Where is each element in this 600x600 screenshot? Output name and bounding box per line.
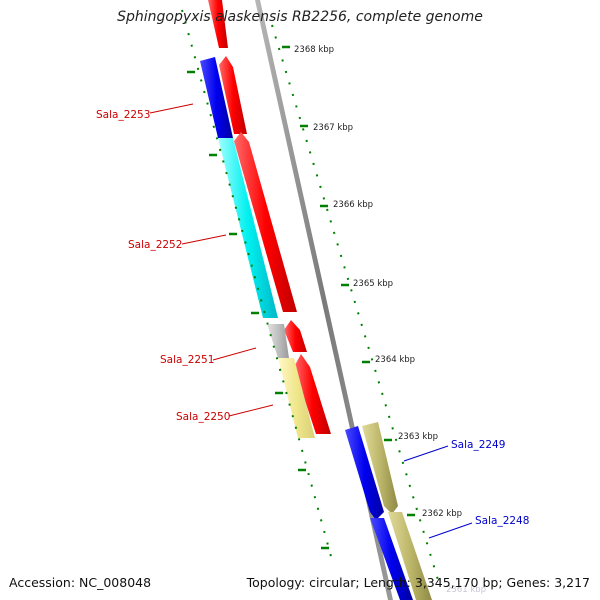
ruler-label: 2363 kbp	[398, 432, 438, 442]
gene-label-Sala_2250[interactable]: Sala_2250	[176, 411, 230, 423]
gene-Sala_2252[interactable]	[218, 138, 278, 318]
gene-Sala_2249[interactable]	[345, 426, 384, 520]
label-leaders	[149, 103, 473, 539]
gene-Sala_2253[interactable]	[200, 57, 233, 138]
cds-feature	[208, 0, 228, 48]
gene-feature	[362, 422, 398, 514]
gene-label-Sala_2252[interactable]: Sala_2252	[128, 239, 182, 251]
ruler-label: 2365 kbp	[353, 279, 393, 289]
cds-feature	[294, 354, 331, 434]
ruler-label: 2366 kbp	[333, 200, 373, 210]
gene-feature	[388, 512, 432, 600]
ruler-label: 2361 kbp	[446, 585, 486, 595]
ruler-label: 2362 kbp	[422, 509, 462, 519]
cds-feature	[234, 132, 297, 312]
ruler-label: 2364 kbp	[375, 355, 415, 365]
tick-track	[271, 24, 439, 581]
ruler-major-ticks	[187, 45, 415, 550]
cds-feature	[284, 320, 307, 352]
ruler-label: 2368 kbp	[294, 45, 334, 55]
cds-feature	[219, 56, 247, 134]
gene-label-Sala_2253[interactable]: Sala_2253	[96, 109, 150, 121]
genome-title: Sphingopyxis alaskensis RB2256, complete…	[117, 9, 483, 25]
gene-Sala_2248[interactable]	[370, 518, 413, 600]
accession-text: Accession: NC_008048	[9, 575, 152, 590]
gene-label-Sala_2248[interactable]: Sala_2248	[475, 515, 529, 527]
gene-Sala_2250[interactable]	[278, 358, 315, 438]
gene-label-Sala_2251[interactable]: Sala_2251	[160, 354, 214, 366]
gene-label-Sala_2249[interactable]: Sala_2249	[451, 439, 505, 451]
genome-summary-text: Topology: circular; Length: 3,345,170 bp…	[246, 575, 590, 590]
ruler-label: 2367 kbp	[313, 123, 353, 133]
gene-Sala_2251[interactable]	[267, 324, 289, 358]
